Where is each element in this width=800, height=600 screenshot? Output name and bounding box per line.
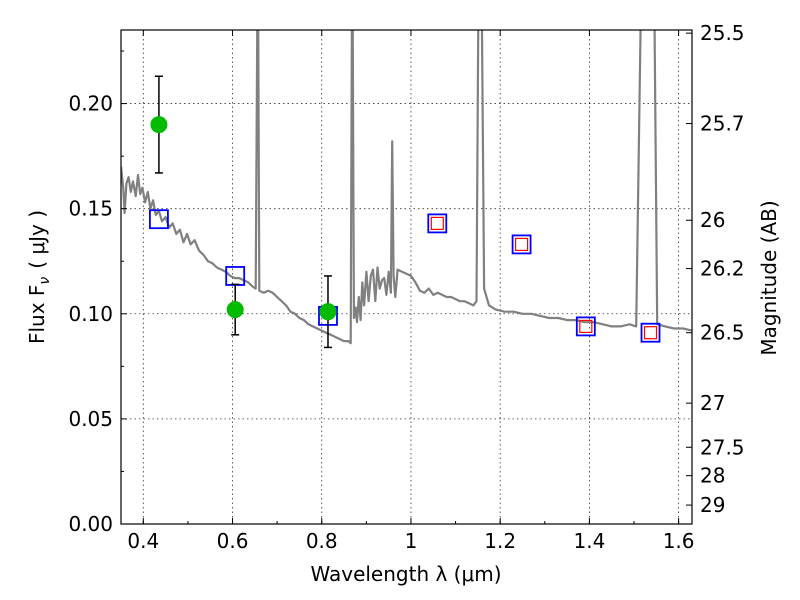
y-tick-label: 0.05 — [68, 407, 113, 431]
y-axis-label-right: Magnitude (AB) — [757, 200, 781, 355]
plot-frame — [120, 29, 693, 525]
mag-tick-label: 25.5 — [700, 21, 745, 45]
mag-tick-label: 26 — [700, 208, 725, 232]
observed-photometry-point — [150, 116, 168, 134]
model-photometry-square — [575, 316, 596, 337]
y-axis-label-units: ( μJy ) — [25, 210, 49, 269]
y-tick-label: 0.10 — [68, 302, 113, 326]
x-tick-label: 0.8 — [306, 529, 338, 553]
y-tick-label: 0.00 — [68, 512, 113, 536]
x-tick-label: 1.6 — [663, 529, 695, 553]
plot-area — [121, 30, 692, 349]
mag-tick-label: 26.2 — [700, 257, 745, 281]
mag-tick-label: 26.5 — [700, 321, 745, 345]
x-tick-label: 1.4 — [573, 529, 605, 553]
x-tick-label: 0.6 — [217, 529, 249, 553]
upper-limit-square — [579, 319, 593, 333]
upper-limit-square — [643, 326, 658, 340]
x-tick-label: 1.2 — [484, 529, 516, 553]
mag-tick-label: 29 — [700, 493, 725, 517]
y-axis-label-text: Flux F — [25, 285, 49, 344]
x-tick-label: 1 — [405, 529, 418, 553]
upper-limit-square — [430, 216, 444, 230]
x-axis-label: Wavelength λ (μm) — [310, 562, 501, 586]
mag-tick-label: 28 — [700, 464, 725, 488]
mag-tick-label: 27 — [700, 391, 725, 415]
model-photometry-square — [511, 234, 532, 255]
axes: 0.4 0.6 0.8 1 1.2 1.4 1.6 0.00 0.05 0.10 0.15 0.20 2… — [68, 21, 744, 553]
observed-photometry-point — [319, 303, 337, 321]
model-photometry-square — [427, 213, 448, 234]
x-tick-label: 0.4 — [127, 529, 159, 553]
observed-photometry-point — [226, 301, 244, 319]
model-photometry-square — [149, 209, 169, 230]
y-axis-label-subscript: ν — [37, 277, 53, 285]
sed-model-line — [121, 30, 692, 345]
y-tick-label: 0.20 — [68, 92, 113, 116]
mag-tick-label: 25.7 — [700, 112, 745, 136]
model-photometry-square — [640, 322, 661, 343]
y-tick-label: 0.15 — [68, 197, 113, 221]
upper-limit-square — [514, 237, 529, 252]
mag-tick-label: 27.5 — [700, 435, 745, 459]
y-axis-label-left: Flux Fν ( μJy ) — [25, 210, 53, 344]
